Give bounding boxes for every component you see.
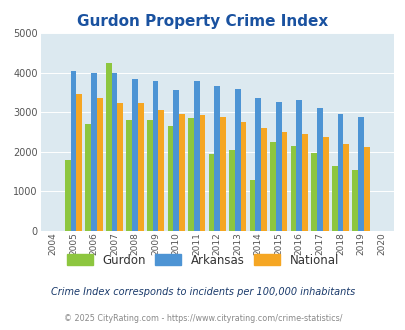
- Bar: [290, 146, 296, 231]
- Bar: [65, 160, 70, 231]
- Bar: [357, 117, 363, 231]
- Bar: [147, 120, 152, 231]
- Bar: [179, 114, 184, 231]
- Bar: [240, 122, 246, 231]
- Bar: [85, 124, 91, 231]
- Bar: [269, 142, 275, 231]
- Bar: [138, 104, 143, 231]
- Bar: [260, 128, 266, 231]
- Bar: [337, 114, 343, 231]
- Legend: Gurdon, Arkansas, National: Gurdon, Arkansas, National: [63, 250, 342, 270]
- Bar: [70, 71, 76, 231]
- Bar: [311, 152, 316, 231]
- Bar: [281, 132, 287, 231]
- Text: Crime Index corresponds to incidents per 100,000 inhabitants: Crime Index corresponds to incidents per…: [51, 287, 354, 297]
- Bar: [322, 137, 328, 231]
- Bar: [255, 98, 260, 231]
- Bar: [132, 79, 138, 231]
- Bar: [117, 103, 123, 231]
- Bar: [167, 126, 173, 231]
- Bar: [111, 73, 117, 231]
- Bar: [214, 86, 220, 231]
- Bar: [106, 63, 111, 231]
- Bar: [173, 90, 179, 231]
- Bar: [97, 98, 102, 231]
- Bar: [363, 147, 369, 231]
- Bar: [249, 180, 255, 231]
- Bar: [152, 81, 158, 231]
- Bar: [301, 134, 307, 231]
- Text: © 2025 CityRating.com - https://www.cityrating.com/crime-statistics/: © 2025 CityRating.com - https://www.city…: [64, 314, 341, 323]
- Bar: [352, 170, 357, 231]
- Bar: [208, 154, 214, 231]
- Bar: [296, 100, 301, 231]
- Bar: [193, 81, 199, 231]
- Bar: [158, 110, 164, 231]
- Bar: [76, 94, 82, 231]
- Bar: [331, 166, 337, 231]
- Bar: [91, 73, 97, 231]
- Text: Gurdon Property Crime Index: Gurdon Property Crime Index: [77, 14, 328, 29]
- Bar: [234, 89, 240, 231]
- Bar: [188, 118, 193, 231]
- Bar: [275, 102, 281, 231]
- Bar: [343, 144, 348, 231]
- Bar: [220, 116, 225, 231]
- Bar: [228, 150, 234, 231]
- Bar: [199, 115, 205, 231]
- Bar: [316, 108, 322, 231]
- Bar: [126, 120, 132, 231]
